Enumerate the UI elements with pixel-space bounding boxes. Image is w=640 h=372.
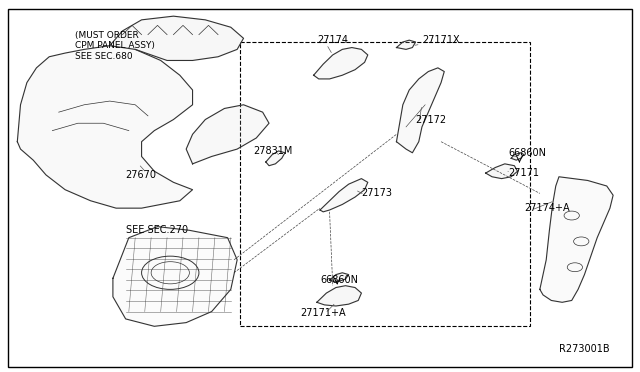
Polygon shape <box>17 46 193 208</box>
Polygon shape <box>320 179 368 212</box>
Polygon shape <box>266 151 285 166</box>
Text: 27831M: 27831M <box>253 146 292 156</box>
Text: 27670: 27670 <box>125 170 157 180</box>
Polygon shape <box>330 273 349 281</box>
Polygon shape <box>113 227 237 326</box>
Text: 27174+A: 27174+A <box>524 203 570 213</box>
Polygon shape <box>511 153 524 160</box>
Text: 27171: 27171 <box>508 168 539 178</box>
Text: 66860N: 66860N <box>508 148 546 158</box>
Text: 27171X: 27171X <box>422 35 460 45</box>
Text: 27173: 27173 <box>362 188 392 198</box>
Polygon shape <box>186 105 269 164</box>
Text: 27171+A: 27171+A <box>300 308 346 318</box>
Polygon shape <box>396 68 444 153</box>
Text: 66860N: 66860N <box>320 275 358 285</box>
Text: 27174: 27174 <box>317 35 348 45</box>
Bar <box>241 42 531 326</box>
Text: 27172: 27172 <box>415 115 447 125</box>
Polygon shape <box>109 16 244 61</box>
Polygon shape <box>486 164 518 179</box>
Text: (MUST ORDER
CPM PANEL ASSY)
SEE SEC.680: (MUST ORDER CPM PANEL ASSY) SEE SEC.680 <box>75 31 154 61</box>
Polygon shape <box>317 286 362 306</box>
Polygon shape <box>314 48 368 79</box>
Text: R273001B: R273001B <box>559 344 610 354</box>
Polygon shape <box>396 40 415 49</box>
Text: SEE SEC.270: SEE SEC.270 <box>125 225 188 235</box>
Polygon shape <box>540 177 613 302</box>
